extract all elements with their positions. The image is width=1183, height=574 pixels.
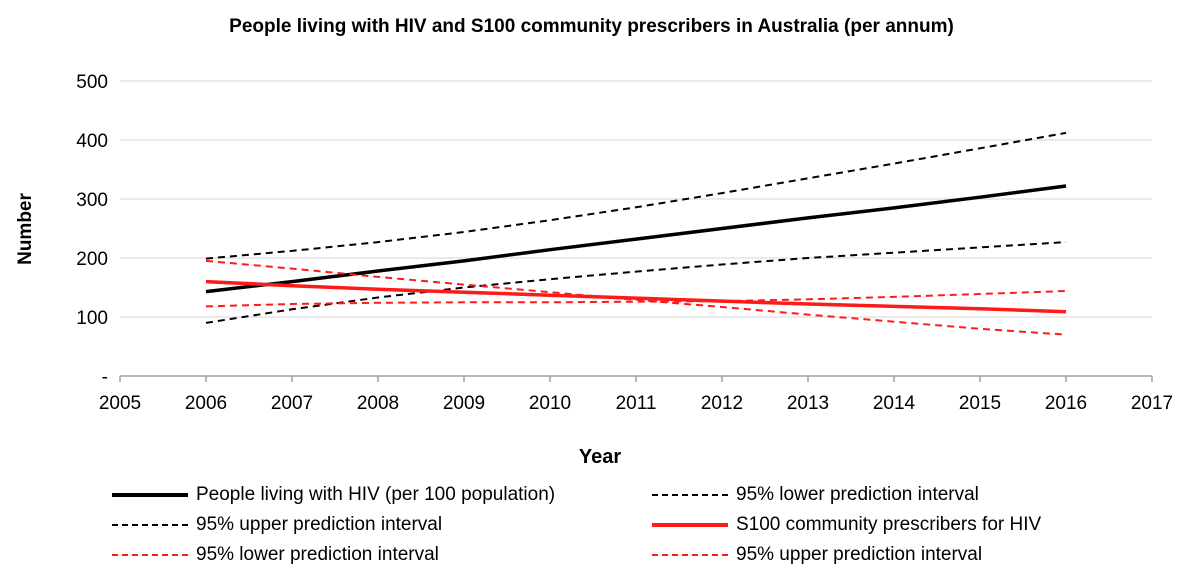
legend-item-hiv: People living with HIV (per 100 populati… bbox=[112, 484, 555, 506]
x-tick-label: 2010 bbox=[529, 393, 571, 414]
legend-item-black-upper: 95% upper prediction interval bbox=[112, 514, 442, 536]
x-tick-label: 2005 bbox=[99, 393, 141, 414]
x-tick-label: 2008 bbox=[357, 393, 399, 414]
legend-label-hiv: People living with HIV (per 100 populati… bbox=[196, 484, 556, 505]
series-line-3 bbox=[205, 279, 1067, 314]
legend-item-black-lower: 95% lower prediction interval bbox=[652, 484, 979, 506]
x-tick-label: 2007 bbox=[271, 393, 313, 414]
legend-label-black-lower: 95% lower prediction interval bbox=[736, 484, 979, 505]
y-tick-label: 200 bbox=[76, 249, 108, 270]
x-tick-label: 2015 bbox=[959, 393, 1001, 414]
x-tick-label: 2014 bbox=[873, 393, 916, 414]
y-tick-label: 100 bbox=[76, 308, 108, 329]
legend-swatch-red-upper bbox=[652, 554, 728, 556]
y-tick-label: 500 bbox=[76, 72, 108, 93]
x-tick-label: 2011 bbox=[616, 393, 657, 414]
series-line-1 bbox=[205, 241, 1067, 324]
legend-label-black-upper: 95% upper prediction interval bbox=[196, 514, 443, 535]
y-tick-label: 400 bbox=[76, 131, 108, 152]
legend-label-red-upper: 95% upper prediction interval bbox=[736, 544, 983, 565]
legend-swatch-s100 bbox=[652, 523, 728, 527]
legend-label-red-lower: 95% lower prediction interval bbox=[196, 544, 439, 565]
legend-item-red-lower: 95% lower prediction interval bbox=[112, 544, 439, 566]
x-tick-label: 2013 bbox=[787, 393, 829, 414]
y-axis-label: Number bbox=[15, 193, 36, 265]
legend-item-red-upper: 95% upper prediction interval bbox=[652, 544, 982, 566]
legend-swatch-red-lower bbox=[112, 554, 188, 556]
x-tick-label: 2016 bbox=[1045, 393, 1087, 414]
legend-swatch-hiv bbox=[112, 493, 188, 497]
legend-swatch-black-lower bbox=[652, 494, 728, 496]
x-tick-label: 2006 bbox=[185, 393, 227, 414]
x-axis-label: Year bbox=[578, 446, 622, 468]
x-tick-label: 2012 bbox=[701, 393, 743, 414]
x-tick-label: 2017 bbox=[1131, 393, 1173, 414]
series-line-0 bbox=[205, 184, 1067, 294]
chart-title: People living with HIV and S100 communit… bbox=[229, 16, 954, 37]
legend-label-s100: S100 community prescribers for HIV bbox=[736, 514, 1042, 535]
series-line-2 bbox=[205, 131, 1067, 260]
legend-swatch-black-upper bbox=[112, 524, 188, 526]
y-tick-label: 300 bbox=[76, 190, 108, 211]
y-tick-label: - bbox=[102, 367, 108, 388]
x-tick-label: 2009 bbox=[443, 393, 485, 414]
legend-item-s100: S100 community prescribers for HIV bbox=[652, 514, 1041, 536]
